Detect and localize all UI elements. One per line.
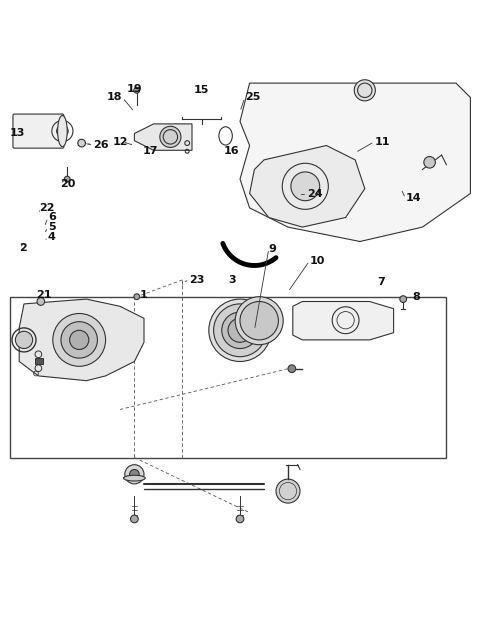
- Circle shape: [64, 176, 70, 182]
- Text: 16: 16: [223, 146, 239, 156]
- Circle shape: [222, 312, 258, 349]
- Circle shape: [57, 125, 68, 137]
- Circle shape: [70, 330, 89, 349]
- Ellipse shape: [124, 475, 145, 481]
- Text: 15: 15: [194, 85, 209, 95]
- Circle shape: [291, 172, 320, 201]
- Ellipse shape: [58, 115, 67, 147]
- Text: 3: 3: [228, 275, 236, 285]
- Text: 4: 4: [48, 232, 56, 241]
- Circle shape: [240, 302, 278, 340]
- Text: 5: 5: [48, 222, 56, 232]
- Text: 10: 10: [310, 256, 325, 266]
- Text: 6: 6: [48, 213, 56, 223]
- Text: 26: 26: [94, 140, 109, 150]
- Polygon shape: [19, 299, 144, 381]
- Text: 7: 7: [377, 277, 384, 287]
- Circle shape: [134, 87, 140, 93]
- Text: 11: 11: [374, 137, 390, 147]
- Text: 17: 17: [143, 146, 158, 156]
- Circle shape: [236, 515, 244, 523]
- Circle shape: [160, 126, 181, 147]
- Circle shape: [400, 296, 407, 302]
- Circle shape: [276, 479, 300, 503]
- Circle shape: [130, 470, 139, 479]
- Circle shape: [424, 157, 435, 168]
- Circle shape: [354, 80, 375, 101]
- Circle shape: [15, 331, 33, 349]
- Text: 23: 23: [190, 275, 205, 285]
- Text: 9: 9: [269, 244, 276, 254]
- Circle shape: [61, 322, 97, 358]
- Bar: [35, 358, 43, 364]
- Text: 12: 12: [113, 137, 129, 147]
- Text: 18: 18: [107, 93, 122, 102]
- Polygon shape: [240, 83, 470, 241]
- Polygon shape: [293, 302, 394, 340]
- Text: 14: 14: [406, 193, 421, 203]
- Bar: [10, 297, 446, 458]
- Circle shape: [53, 314, 106, 366]
- Circle shape: [209, 299, 271, 362]
- Text: 22: 22: [39, 203, 55, 213]
- Text: 2: 2: [19, 243, 27, 253]
- Text: 13: 13: [10, 129, 25, 139]
- Circle shape: [37, 298, 45, 305]
- Text: 20: 20: [60, 179, 75, 189]
- Text: 8: 8: [413, 292, 420, 302]
- Circle shape: [78, 139, 85, 147]
- Circle shape: [214, 304, 266, 357]
- Polygon shape: [250, 145, 365, 227]
- Circle shape: [235, 297, 283, 345]
- Circle shape: [134, 294, 140, 300]
- Circle shape: [288, 365, 296, 372]
- Polygon shape: [134, 124, 192, 150]
- Text: 21: 21: [36, 290, 51, 300]
- Circle shape: [131, 515, 138, 523]
- FancyBboxPatch shape: [13, 114, 64, 148]
- Text: 1: 1: [139, 290, 147, 300]
- Circle shape: [228, 319, 252, 342]
- Text: 19: 19: [127, 84, 142, 94]
- Text: 25: 25: [245, 93, 260, 102]
- Circle shape: [125, 465, 144, 484]
- Text: 24: 24: [307, 189, 323, 199]
